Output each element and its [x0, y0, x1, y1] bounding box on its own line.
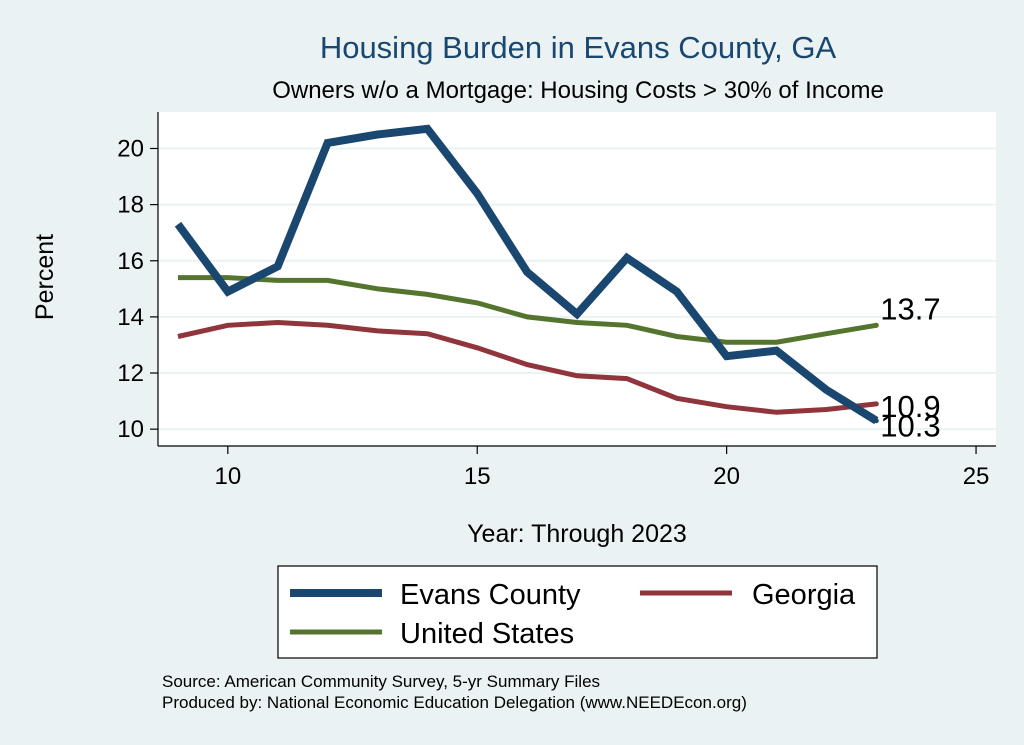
axes: 10 12 14 16 18 20 10 15 20 25 [117, 112, 996, 490]
x-axis-title: Year: Through 2023 [467, 520, 687, 548]
series-end-point-united-states [873, 322, 879, 328]
y-tick-label-12: 12 [117, 360, 144, 387]
y-tick-label-20: 20 [117, 135, 144, 162]
y-axis-title: Percent [31, 234, 59, 320]
series-end-point-evans-county [873, 418, 879, 424]
y-tick-label-14: 14 [117, 304, 144, 331]
series-line-evans-county [174, 124, 879, 425]
legend: Evans County Georgia United States [277, 565, 878, 659]
y-tick-label-10: 10 [117, 416, 144, 443]
legend-label-georgia: Georgia [752, 579, 856, 611]
series-line-united-states [178, 275, 877, 345]
x-tick-label-10: 10 [214, 463, 241, 490]
x-tick-label-25: 25 [963, 463, 990, 490]
x-tick-label-20: 20 [713, 463, 740, 490]
end-label-evans-county: 10.3 [880, 409, 940, 444]
end-labels: 10.310.9 13.7 [880, 291, 940, 443]
y-tick-label-16: 16 [117, 248, 144, 275]
chart-title: Housing Burden in Evans County, GA [320, 30, 837, 65]
chart-subtitle: Owners w/o a Mortgage: Housing Costs > 3… [272, 77, 884, 104]
legend-label-evans-county: Evans County [400, 579, 581, 611]
series-lines [174, 124, 879, 425]
end-label-united-states: 13.7 [880, 291, 940, 326]
produced-by-note: Produced by: National Economic Education… [162, 693, 747, 712]
y-tick-label-18: 18 [117, 192, 144, 219]
end-label-georgia: 10.9 [880, 389, 940, 424]
legend-label-united-states: United States [400, 618, 574, 650]
source-note: Source: American Community Survey, 5-yr … [162, 672, 600, 691]
series-end-point-georgia [873, 401, 879, 407]
legend-box [277, 565, 878, 659]
series-line-georgia [177, 319, 877, 415]
x-tick-label-15: 15 [464, 463, 491, 490]
